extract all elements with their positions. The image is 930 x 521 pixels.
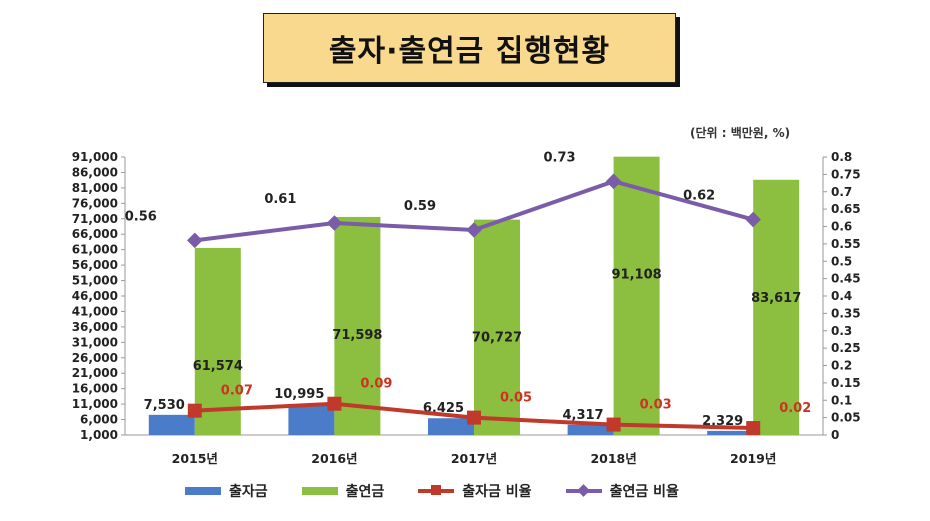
y-left-tick-label: 1,000 — [80, 428, 118, 442]
chart-title-box: 출자·출연금 집행현황 — [263, 13, 676, 83]
y-right-tick-label: 0.25 — [831, 341, 861, 355]
y-right-tick-label: 0.6 — [831, 220, 852, 234]
y-right-tick-label: 0.35 — [831, 306, 861, 320]
y-right-tick-label: 0.4 — [831, 289, 852, 303]
marker-contribution-ratio — [466, 222, 482, 238]
marker-contribution-ratio — [745, 211, 761, 228]
data-label-contribution: 70,727 — [472, 331, 522, 346]
y-right-tick-label: 0.45 — [831, 272, 861, 286]
data-label-investment: 7,530 — [144, 398, 185, 413]
y-left-tick-label: 66,000 — [72, 227, 118, 241]
bar-contribution — [194, 247, 241, 435]
y-left-tick-label: 41,000 — [72, 304, 118, 318]
data-label-contribution: 71,598 — [332, 328, 382, 343]
y-right-tick-label: 0.3 — [831, 324, 852, 338]
y-right-tick-label: 0.75 — [831, 167, 861, 181]
data-label-investment-ratio: 0.07 — [221, 384, 253, 399]
marker-investment-ratio — [606, 417, 621, 432]
y-left-tick-label: 76,000 — [72, 196, 118, 210]
y-left-tick-label: 91,000 — [72, 150, 118, 164]
bar-contribution — [334, 216, 381, 435]
x-category-label: 2018년 — [590, 451, 636, 466]
data-label-contribution-ratio: 0.56 — [125, 209, 157, 224]
legend-investment-ratio-swatch — [418, 485, 455, 495]
bar-investment — [288, 404, 335, 435]
y-right-tick-label: 0.55 — [831, 237, 861, 251]
x-category-label: 2019년 — [730, 451, 776, 466]
data-label-investment-ratio: 0.09 — [360, 377, 392, 392]
y-left-tick-label: 26,000 — [72, 351, 118, 365]
y-right-tick-label: 0.5 — [831, 254, 852, 268]
bar-investment — [707, 430, 754, 435]
data-label-investment: 10,995 — [274, 387, 324, 402]
data-label-investment-ratio: 0.05 — [500, 391, 532, 406]
y-right-tick-label: 0 — [831, 428, 839, 442]
legend-contribution-ratio: 출연금 비율 — [565, 481, 679, 501]
marker-investment-ratio — [327, 396, 342, 411]
data-label-contribution-ratio: 0.59 — [404, 199, 436, 214]
marker-investment-ratio — [187, 403, 202, 418]
legend-contribution-label: 출연금 — [345, 484, 385, 500]
legend-investment-label: 출자금 — [229, 484, 268, 500]
legend-investment-ratio-label: 출자금 비율 — [462, 484, 532, 500]
data-label-investment-ratio: 0.03 — [640, 398, 672, 413]
legend-contribution-swatch — [301, 487, 338, 495]
y-left-tick-label: 21,000 — [72, 366, 118, 380]
marker-contribution-ratio — [326, 215, 343, 231]
legend-contribution-ratio-label: 출연금 비율 — [609, 484, 679, 500]
y-left-tick-label: 11,000 — [72, 397, 118, 411]
x-category-label: 2016년 — [311, 451, 357, 466]
unit-note: (단위 : 백만원, %) — [690, 126, 791, 140]
legend-contribution-ratio-swatch — [565, 484, 602, 497]
data-label-contribution-ratio: 0.73 — [544, 150, 576, 165]
y-right-tick-label: 0.2 — [831, 359, 852, 373]
marker-contribution-ratio — [187, 232, 203, 249]
y-right-tick-label: 0.7 — [831, 185, 852, 199]
y-left-tick-label: 46,000 — [72, 289, 118, 303]
legend: 출자금 출연금 출자금 비율 출연금 비율 — [185, 481, 713, 501]
data-label-contribution-ratio: 0.62 — [683, 189, 715, 204]
y-right-tick-label: 0.05 — [831, 411, 861, 425]
marker-investment-ratio — [467, 410, 481, 425]
bar-investment — [567, 424, 614, 435]
legend-investment-swatch — [185, 487, 221, 495]
x-category-label: 2015년 — [172, 451, 218, 466]
data-label-contribution: 83,617 — [751, 291, 801, 306]
data-label-investment: 4,317 — [562, 408, 603, 423]
y-left-tick-label: 81,000 — [72, 181, 118, 195]
y-right-tick-label: 0.65 — [831, 202, 861, 216]
y-left-tick-label: 6,000 — [80, 413, 118, 427]
y-right-tick-label: 0.8 — [831, 150, 852, 164]
y-left-tick-label: 71,000 — [72, 212, 118, 226]
y-left-tick-label: 31,000 — [72, 335, 118, 349]
data-label-contribution: 61,574 — [193, 359, 243, 374]
legend-contribution: 출연금 — [301, 481, 385, 501]
y-left-tick-label: 86,000 — [72, 165, 118, 179]
x-category-label: 2017년 — [451, 451, 497, 466]
bar-contribution — [613, 156, 660, 436]
bar-contribution — [753, 179, 800, 435]
y-left-tick-label: 61,000 — [72, 243, 118, 257]
bar-investment — [148, 414, 195, 435]
y-left-tick-label: 56,000 — [72, 258, 118, 272]
data-label-investment-ratio: 0.02 — [779, 401, 811, 416]
y-left-tick-label: 51,000 — [72, 274, 118, 288]
legend-investment: 출자금 — [185, 481, 268, 501]
chart-title: 출자·출연금 집행현황 — [328, 34, 611, 69]
bar-investment — [428, 418, 474, 435]
marker-contribution-ratio — [605, 173, 622, 190]
data-label-contribution: 91,108 — [612, 268, 662, 283]
marker-investment-ratio — [746, 421, 761, 436]
bar-contribution — [474, 219, 520, 435]
y-left-tick-label: 16,000 — [72, 382, 118, 396]
y-left-tick-label: 36,000 — [72, 320, 118, 334]
y-right-tick-label: 0.15 — [831, 376, 861, 390]
y-right-tick-label: 0.1 — [831, 393, 852, 407]
data-label-contribution-ratio: 0.61 — [264, 192, 296, 207]
legend-investment-ratio: 출자금 비율 — [418, 481, 532, 501]
